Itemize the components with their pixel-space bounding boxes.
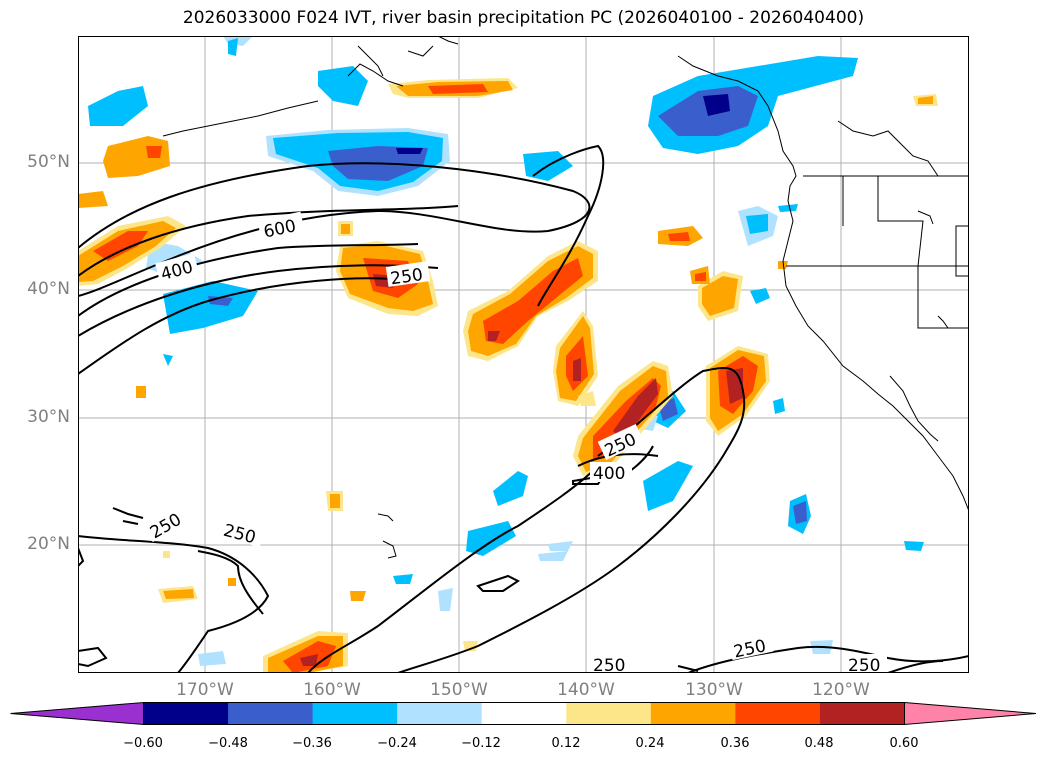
colorbar-extend-high — [904, 702, 1036, 725]
colorbar-tick: 0.48 — [804, 736, 834, 751]
lon-label-130w: 130°W — [685, 680, 743, 700]
colorbar-segment — [481, 702, 567, 725]
lon-label-140w: 140°W — [557, 680, 615, 700]
lon-label-160w: 160°W — [303, 680, 361, 700]
colorbar — [10, 701, 1037, 726]
contour-label-250: 250 — [848, 656, 880, 673]
lon-label-120w: 120°W — [812, 680, 870, 700]
colorbar-tick: 0.36 — [720, 736, 750, 751]
colorbar-tick: −0.12 — [461, 736, 501, 751]
map-title: 2026033000 F024 IVT, river basin precipi… — [182, 8, 865, 28]
colorbar-extend-low — [10, 702, 144, 725]
colorbar-segment — [228, 702, 314, 725]
colorbar-segment — [650, 702, 736, 725]
colorbar-segment — [143, 702, 229, 725]
contour-label-400: 400 — [593, 464, 625, 484]
map-panel: 600 400 250 250 400 250 250 250 250 250 — [78, 36, 969, 673]
colorbar-segment — [735, 702, 821, 725]
colorbar-tick: 0.24 — [635, 736, 665, 751]
lon-label-150w: 150°W — [430, 680, 488, 700]
colorbar-segment — [312, 702, 398, 725]
contour-label-250: 250 — [593, 656, 625, 673]
contour-label-250: 250 — [389, 265, 424, 289]
coastlines-and-borders — [162, 36, 969, 559]
colorbar-tick: −0.48 — [208, 736, 248, 751]
lat-label-30n: 30°N — [27, 407, 70, 427]
colorbar-segment — [819, 702, 905, 725]
lon-label-170w: 170°W — [176, 680, 234, 700]
colorbar-tick: −0.24 — [377, 736, 417, 751]
colorbar-tick: 0.60 — [889, 736, 919, 751]
ivt-contours — [78, 144, 969, 673]
colorbar-segment — [566, 702, 652, 725]
colorbar-tick: −0.36 — [292, 736, 332, 751]
lat-label-50n: 50°N — [27, 152, 70, 172]
negative-pc-regions — [88, 36, 924, 666]
colorbar-tick: −0.60 — [123, 736, 163, 751]
map-frame — [78, 36, 969, 673]
colorbar-segment — [397, 702, 483, 725]
colorbar-tick: 0.12 — [551, 736, 581, 751]
lat-label-40n: 40°N — [27, 279, 70, 299]
lat-label-20n: 20°N — [27, 534, 70, 554]
